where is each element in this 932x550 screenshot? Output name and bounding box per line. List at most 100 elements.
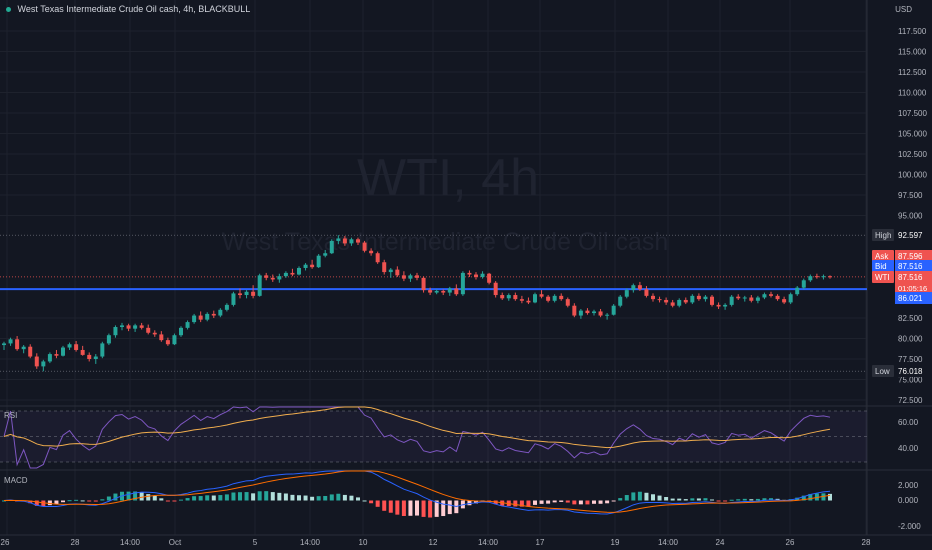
ask-badge-value-box <box>895 250 932 262</box>
candle-body <box>624 290 629 297</box>
macd-histogram-bar <box>54 500 59 505</box>
candle-body <box>592 311 596 314</box>
candle-body <box>605 314 610 316</box>
candle-body <box>100 343 105 357</box>
price-tick-label: 82.500 <box>898 314 923 323</box>
rsi-line <box>3 406 831 469</box>
line-value: 86.021 <box>898 294 923 303</box>
ask-badge-label-box <box>872 250 894 262</box>
macd-histogram-bar <box>80 500 85 502</box>
candle-body <box>637 285 642 290</box>
candle-body <box>205 313 210 320</box>
macd-histogram-bar <box>310 496 315 501</box>
candle-body <box>736 296 741 299</box>
candle-body <box>460 272 465 295</box>
time-tick-label: 28 <box>862 538 871 547</box>
candle-body <box>146 327 151 333</box>
macd-histogram-bar <box>762 498 767 501</box>
candle-body <box>572 305 577 316</box>
candle-body <box>828 276 832 278</box>
ask-badge-value: 87.596 <box>898 252 923 261</box>
macd-histogram-bar <box>559 500 564 502</box>
macd-histogram-bar <box>651 494 655 501</box>
macd-histogram-bar <box>172 500 177 502</box>
macd-histogram-bar <box>729 499 734 501</box>
candle-body <box>546 296 551 301</box>
candle-body <box>683 299 688 303</box>
macd-histogram-bar <box>631 492 636 501</box>
macd-histogram-bar <box>192 496 197 501</box>
price-tick-label: 97.500 <box>898 191 923 200</box>
candle-body <box>559 295 564 300</box>
candle-body <box>356 239 360 243</box>
macd-histogram-bar <box>382 500 387 511</box>
macd-pane-title: MACD <box>4 476 28 485</box>
macd-histogram-bar <box>808 493 813 501</box>
macd-tick-label: 2.000 <box>898 481 919 490</box>
macd-histogram-bar <box>238 492 242 501</box>
candle-body <box>192 315 197 323</box>
candle-body <box>578 310 583 316</box>
macd-histogram-bar <box>165 500 170 502</box>
macd-tick-label: 0.000 <box>898 496 919 505</box>
ask-badge-label: Ask <box>875 252 889 261</box>
macd-histogram-bar <box>670 498 675 501</box>
candle-body <box>696 295 701 300</box>
candle-body <box>277 276 282 280</box>
macd-histogram-bar <box>369 500 374 504</box>
macd-histogram-bar <box>139 492 144 501</box>
countdown-value: 01:05:16 <box>898 284 927 293</box>
macd-histogram-bar <box>375 500 380 507</box>
macd-histogram-bar <box>415 500 419 516</box>
macd-histogram-bar <box>336 493 341 501</box>
macd-histogram-bar <box>539 500 544 504</box>
candle-body <box>244 291 249 296</box>
low-badge-value-box <box>895 365 932 377</box>
last-badge-label: WTI <box>875 273 890 282</box>
macd-histogram-bar <box>198 496 203 501</box>
candle-body <box>519 299 524 301</box>
macd-histogram-bar <box>126 491 131 501</box>
candle-body <box>428 290 433 293</box>
macd-histogram-bar <box>401 500 406 517</box>
macd-histogram-bar <box>100 499 105 501</box>
macd-histogram-bar <box>2 500 6 502</box>
time-tick-label: 26 <box>786 538 795 547</box>
candle-body <box>467 272 472 275</box>
candle-body <box>297 267 301 275</box>
high-badge-value: 92.597 <box>898 231 923 240</box>
macd-histogram-bar <box>552 500 557 503</box>
candle-body <box>251 291 256 296</box>
candle-body <box>323 253 328 256</box>
macd-histogram-bar <box>513 500 518 507</box>
macd-histogram-bar <box>41 500 46 507</box>
macd-histogram-bar <box>290 494 295 501</box>
candle-body <box>808 276 813 281</box>
candle-body <box>454 288 459 295</box>
price-tick-label: 117.500 <box>898 27 927 36</box>
macd-histogram-bar <box>598 500 603 504</box>
price-tick-label: 107.500 <box>898 109 927 118</box>
time-tick-label: 5 <box>253 538 258 547</box>
watermark-description: West Texas Intermediate Crude Oil cash <box>222 228 669 256</box>
candle-body <box>80 349 85 355</box>
candle-body <box>159 334 164 341</box>
candle-body <box>401 275 406 279</box>
macd-histogram-bar <box>87 500 92 502</box>
candle-body <box>670 302 675 306</box>
time-tick-label: 14:00 <box>120 538 141 547</box>
macd-histogram-bar <box>828 493 832 501</box>
candle-body <box>310 264 315 268</box>
candle-body <box>500 295 505 299</box>
macd-histogram-bar <box>755 498 760 501</box>
macd-histogram-bar <box>637 491 642 501</box>
high-badge-label: High <box>875 231 891 240</box>
candle-body <box>54 354 59 356</box>
bid-badge-label: Bid <box>875 262 887 271</box>
macd-histogram-bar <box>159 498 164 501</box>
candle-body <box>677 299 682 306</box>
bid-badge-label-box <box>872 260 894 272</box>
rsi-ma-line <box>3 406 831 449</box>
candle-body <box>474 274 478 277</box>
